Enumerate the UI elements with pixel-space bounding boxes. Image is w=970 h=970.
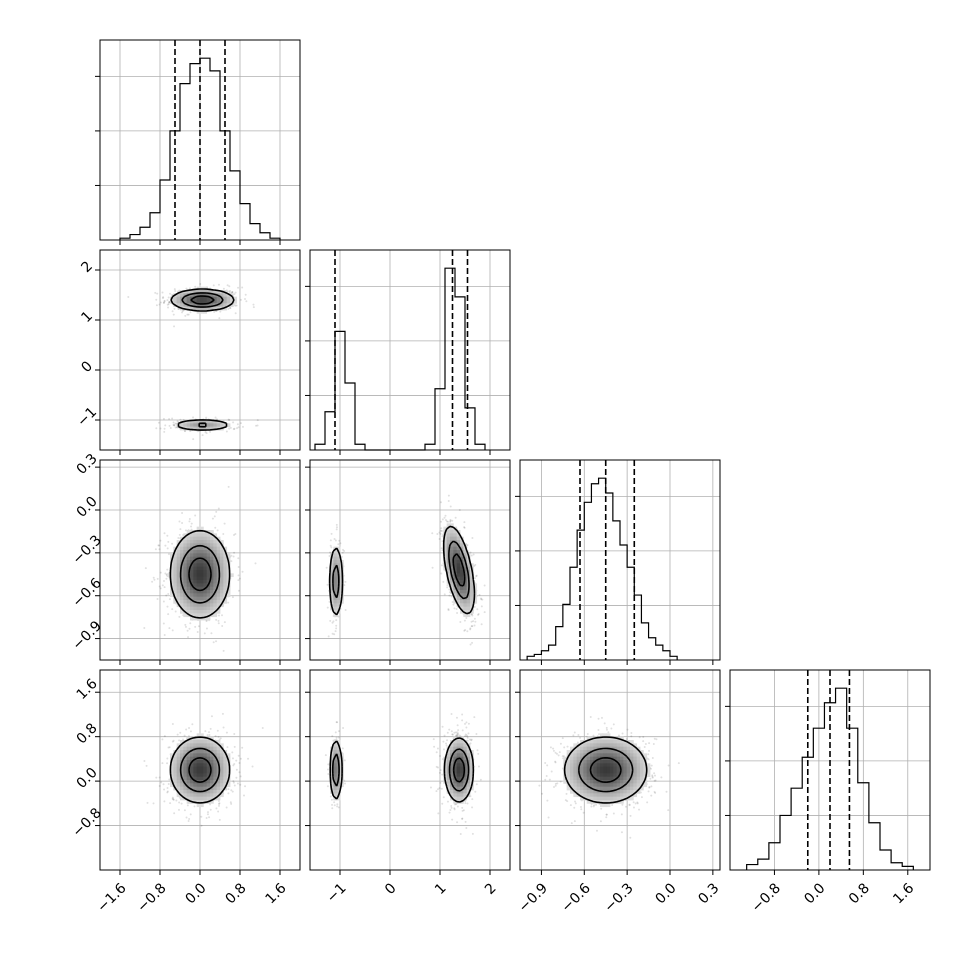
y-tick-label-p2-4: 0.3 xyxy=(74,451,101,478)
contour-p0-p1-0 xyxy=(170,288,235,431)
x-tick-label-p0-2: 0.0 xyxy=(183,880,210,907)
scatter-panel-p0-p1 xyxy=(95,249,301,455)
histogram-step-p2 xyxy=(526,477,678,660)
scatter-panel-p0-p3 xyxy=(95,669,301,875)
contour-p2-p3-1 xyxy=(578,747,634,793)
y-tick-label-p1-3: 2 xyxy=(78,258,96,276)
histogram-panel-p1 xyxy=(305,249,511,455)
y-tick-label-p1-1: 0 xyxy=(78,358,96,376)
x-tick-label-p0-4: 1.6 xyxy=(263,880,290,907)
y-tick-label-p2-3: 0.0 xyxy=(74,494,101,521)
contour-p2-p3-0 xyxy=(563,736,648,804)
contour-p0-p2-1 xyxy=(179,544,221,604)
contour-p1-p2-0 xyxy=(328,525,476,616)
x-tick-label-p2-3: 0.0 xyxy=(653,880,680,907)
y-tick-label-p1-0: −1 xyxy=(74,404,100,430)
contour-p2-p3-2 xyxy=(589,757,622,783)
x-tick-label-p2-2: −0.3 xyxy=(601,880,636,915)
x-tick-label-p1-1: 0 xyxy=(382,880,400,898)
x-tick-label-p3-2: 0.8 xyxy=(846,880,873,907)
x-tick-label-p1-3: 2 xyxy=(482,880,500,898)
contour-p0-p2-2 xyxy=(188,557,212,592)
axis-frame-p2-p3 xyxy=(519,669,721,871)
x-tick-label-p3-3: 1.6 xyxy=(890,880,917,907)
contour-p0-p3-2 xyxy=(188,757,212,783)
x-tick-label-p1-2: 1 xyxy=(432,880,450,898)
x-tick-label-p2-0: −0.9 xyxy=(516,880,551,915)
axis-frame-p2 xyxy=(519,459,721,661)
contour-p1-p2-2 xyxy=(452,553,466,587)
scatter-panel-p1-p2 xyxy=(305,459,511,665)
contour-p0-p1-1 xyxy=(181,292,224,428)
histogram-panel-p2 xyxy=(515,459,721,665)
y-tick-label-p3-1: 0.0 xyxy=(74,765,101,792)
scatter-panel-p0-p2 xyxy=(95,459,301,665)
scatter-panel-p2-p3 xyxy=(515,669,721,875)
contour-p1-p3-2 xyxy=(452,757,466,783)
axis-frame-p1 xyxy=(309,249,511,451)
x-tick-label-p3-1: 0.0 xyxy=(801,880,828,907)
histogram-panel-p3 xyxy=(725,669,931,875)
contour-p0-p2-0 xyxy=(169,529,231,619)
contour-p0-p3-1 xyxy=(179,747,221,793)
x-tick-label-p3-0: −0.8 xyxy=(749,880,784,915)
y-tick-label-p1-2: 1 xyxy=(78,308,96,326)
contour-p1-p3-1 xyxy=(331,748,470,792)
contour-p1-p2-1 xyxy=(332,540,470,600)
y-tick-label-p3-3: 1.6 xyxy=(74,676,101,703)
histogram-step-p1 xyxy=(314,267,486,451)
axis-frame-p1-p3 xyxy=(309,669,511,871)
x-tick-label-p0-3: 0.8 xyxy=(223,880,250,907)
axis-frame-p3 xyxy=(729,669,931,871)
x-tick-label-p0-1: −0.8 xyxy=(134,880,169,915)
axis-frame-p1-p2 xyxy=(309,459,511,661)
contour-p0-p3-0 xyxy=(169,736,231,804)
scatter-panel-p1-p3 xyxy=(305,669,511,875)
histogram-panel-p0 xyxy=(95,39,301,245)
contour-p0-p1-2 xyxy=(190,295,215,305)
x-tick-label-p1-0: −1 xyxy=(324,880,350,906)
x-tick-label-p2-4: 0.3 xyxy=(695,880,722,907)
x-tick-label-p2-1: −0.6 xyxy=(559,880,594,915)
contour-p1-p3-0 xyxy=(329,737,475,803)
y-tick-label-p3-2: 0.8 xyxy=(74,720,101,747)
x-tick-label-p0-0: −1.6 xyxy=(94,880,129,915)
